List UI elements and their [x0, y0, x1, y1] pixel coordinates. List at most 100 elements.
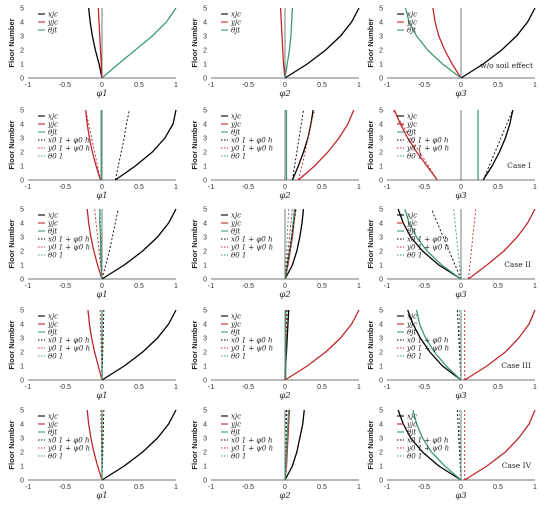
legend-label: θjt — [407, 129, 416, 137]
x-tick-label: 1 — [174, 82, 178, 89]
series-line — [97, 7, 103, 79]
y-tick-label: 1 — [203, 464, 207, 471]
y-tick-label: 5 — [203, 108, 207, 115]
series-line — [430, 208, 462, 280]
chart-panel: 0 1 2 3 4 5 -1 -0.5 0 0.5 1 Floor Number φ1 xjcyjcθjt… — [7, 308, 178, 402]
y-tick-label: 4 — [203, 221, 207, 228]
x-tick-label: -1 — [384, 184, 390, 191]
legend-label: yjc — [230, 421, 241, 429]
y-tick-label: 2 — [379, 48, 383, 55]
y-tick-label: 0 — [203, 76, 207, 83]
x-tick-label: -0.5 — [242, 283, 254, 290]
x-tick-label: -1 — [208, 82, 214, 89]
chart-panel: 0 1 2 3 4 5 -1 -0.5 0 0.5 1 Floor Number φ3 xjcyjcθjt… — [366, 207, 537, 301]
y-tick-label: 4 — [203, 20, 207, 27]
y-tick-label: 1 — [379, 164, 383, 171]
x-tick-label: -0.5 — [418, 283, 430, 290]
series-line — [291, 109, 304, 181]
x-tick-label: 0 — [100, 384, 104, 391]
legend-label: yjc — [47, 19, 58, 27]
legend-label: x0 1 + φ0 h — [407, 337, 448, 345]
chart-panel: 0 1 2 3 4 5 -1 -0.5 0 0.5 1 Floor Number φ2 xjcyjcθjt… — [190, 207, 361, 301]
y-axis-title: Floor Number — [366, 320, 375, 369]
legend-label: y0 1 + ψ0 h — [230, 445, 273, 453]
legend-label: xjc — [231, 113, 241, 121]
y-tick-label: 0 — [203, 478, 207, 485]
x-tick-label: 0 — [283, 184, 287, 191]
series-line — [284, 7, 360, 79]
series-line — [397, 409, 462, 481]
series-line — [101, 208, 177, 280]
legend-label: xjc — [407, 212, 417, 220]
y-tick-label: 0 — [203, 277, 207, 284]
x-tick-label: 1 — [174, 283, 178, 290]
x-tick-label: -0.5 — [418, 484, 430, 491]
x-tick-label: 1 — [533, 82, 537, 89]
y-tick-label: 1 — [203, 364, 207, 371]
y-tick-label: 3 — [20, 436, 24, 443]
legend-label: θ0 1 — [231, 252, 246, 260]
y-tick-label: 4 — [379, 20, 383, 27]
case-label: Case II — [504, 260, 531, 269]
legend-label: xjc — [48, 413, 58, 421]
series-line — [415, 309, 462, 381]
x-tick-label: -0.5 — [59, 184, 71, 191]
x-tick-label: -1 — [384, 82, 390, 89]
y-tick-label: 1 — [379, 62, 383, 69]
x-tick-label: 0.5 — [317, 283, 327, 290]
y-axis-title: Floor Number — [190, 120, 199, 169]
legend-label: yjc — [406, 220, 417, 228]
y-tick-label: 4 — [20, 20, 24, 27]
y-axis-title: Floor Number — [366, 120, 375, 169]
y-tick-label: 5 — [20, 207, 24, 214]
x-tick-label: 1 — [357, 484, 361, 491]
series-line — [85, 109, 102, 181]
y-axis-title: Floor Number — [7, 219, 16, 268]
y-tick-label: 5 — [203, 308, 207, 315]
y-tick-label: 1 — [20, 464, 24, 471]
x-tick-label: -1 — [25, 82, 31, 89]
legend-label: x0 1 + φ0 h — [407, 236, 448, 244]
series-line — [86, 409, 103, 481]
series-line — [453, 208, 462, 280]
x-axis-title: φ3 — [455, 191, 466, 201]
series-line — [279, 7, 286, 79]
x-axis-title: φ2 — [279, 191, 290, 201]
legend-label: yjc — [406, 321, 417, 329]
x-tick-label: -1 — [208, 283, 214, 290]
y-tick-label: 1 — [20, 364, 24, 371]
y-tick-label: 2 — [203, 48, 207, 55]
y-tick-label: 1 — [203, 164, 207, 171]
y-axis-title: Floor Number — [366, 420, 375, 469]
series-line — [284, 208, 296, 280]
y-tick-label: 5 — [203, 6, 207, 13]
x-tick-label: -1 — [25, 384, 31, 391]
y-tick-label: 5 — [203, 207, 207, 214]
x-axis-title: φ2 — [279, 391, 290, 401]
chart-panel: 0 1 2 3 4 5 -1 -0.5 0 0.5 1 Floor Number φ3 xjcyjcθjt… — [366, 108, 537, 202]
series-line — [101, 409, 177, 481]
legend-label: y0 1 + ψ0 h — [406, 244, 449, 252]
x-axis-title: φ3 — [455, 391, 466, 401]
series-line — [297, 109, 355, 181]
y-tick-label: 0 — [379, 178, 383, 185]
legend-label: θ0 1 — [231, 153, 246, 161]
legend-label: θjt — [48, 429, 57, 437]
x-axis-title: φ2 — [279, 491, 290, 501]
x-tick-label: 0 — [100, 184, 104, 191]
legend-label: yjc — [230, 121, 241, 129]
legend-label: x0 1 + φ0 h — [48, 337, 89, 345]
y-tick-label: 0 — [379, 478, 383, 485]
series-line — [456, 309, 462, 381]
chart-panel: 0 1 2 3 4 5 -1 -0.5 0 0.5 1 Floor Number φ3 xjcyjcθjt… — [366, 408, 537, 502]
x-tick-label: -1 — [208, 184, 214, 191]
y-tick-label: 0 — [20, 76, 24, 83]
y-tick-label: 1 — [203, 263, 207, 270]
y-tick-label: 1 — [20, 263, 24, 270]
legend-label: xjc — [48, 11, 58, 19]
legend-label: yjc — [47, 220, 58, 228]
x-tick-label: 0 — [459, 384, 463, 391]
x-tick-label: -0.5 — [418, 384, 430, 391]
x-tick-label: -0.5 — [59, 82, 71, 89]
